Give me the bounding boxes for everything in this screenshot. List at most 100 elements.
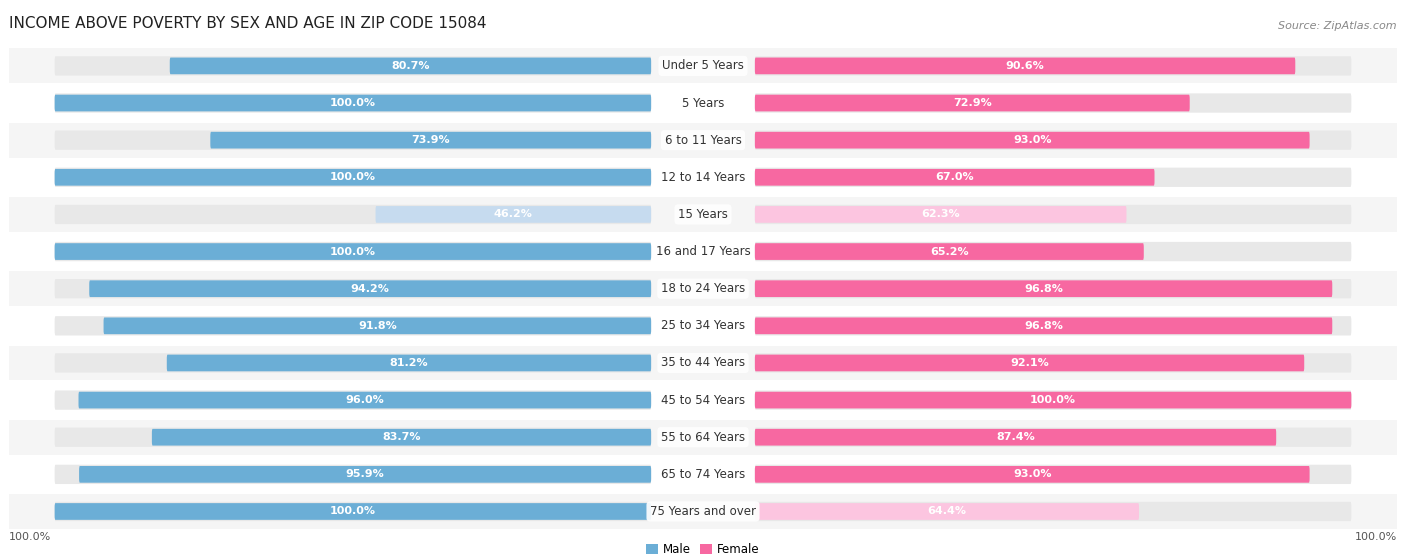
FancyBboxPatch shape	[755, 429, 1277, 446]
FancyBboxPatch shape	[755, 281, 1333, 297]
Bar	[10, 197, 1396, 232]
FancyBboxPatch shape	[170, 58, 651, 74]
FancyBboxPatch shape	[755, 354, 1305, 371]
FancyBboxPatch shape	[755, 243, 1143, 260]
Bar	[10, 420, 1396, 454]
Bar	[10, 271, 1396, 306]
FancyBboxPatch shape	[755, 503, 1139, 520]
FancyBboxPatch shape	[755, 390, 1351, 410]
Text: 6 to 11 Years: 6 to 11 Years	[665, 134, 741, 146]
FancyBboxPatch shape	[55, 242, 651, 261]
Text: 64.4%: 64.4%	[928, 506, 966, 517]
Bar	[10, 494, 1396, 529]
Text: 72.9%: 72.9%	[953, 98, 991, 108]
FancyBboxPatch shape	[211, 132, 651, 149]
Text: 93.0%: 93.0%	[1012, 470, 1052, 480]
FancyBboxPatch shape	[375, 206, 651, 223]
Text: 55 to 64 Years: 55 to 64 Years	[661, 431, 745, 444]
Text: 96.8%: 96.8%	[1024, 284, 1063, 293]
Text: 96.8%: 96.8%	[1024, 321, 1063, 331]
FancyBboxPatch shape	[55, 205, 651, 224]
FancyBboxPatch shape	[55, 169, 651, 186]
Text: 16 and 17 Years: 16 and 17 Years	[655, 245, 751, 258]
Text: 45 to 54 Years: 45 to 54 Years	[661, 394, 745, 406]
Text: 100.0%: 100.0%	[330, 98, 375, 108]
Text: 12 to 14 Years: 12 to 14 Years	[661, 171, 745, 184]
Bar	[10, 383, 1396, 418]
FancyBboxPatch shape	[755, 169, 1154, 186]
Bar	[10, 457, 1396, 492]
FancyBboxPatch shape	[755, 132, 1309, 149]
Text: 100.0%: 100.0%	[330, 247, 375, 257]
FancyBboxPatch shape	[755, 206, 1126, 223]
Text: 65.2%: 65.2%	[929, 247, 969, 257]
FancyBboxPatch shape	[755, 353, 1351, 373]
Text: 62.3%: 62.3%	[921, 210, 960, 220]
Text: INCOME ABOVE POVERTY BY SEX AND AGE IN ZIP CODE 15084: INCOME ABOVE POVERTY BY SEX AND AGE IN Z…	[10, 16, 486, 31]
Text: 100.0%: 100.0%	[330, 172, 375, 182]
Text: 18 to 24 Years: 18 to 24 Years	[661, 282, 745, 295]
FancyBboxPatch shape	[152, 429, 651, 446]
Text: 80.7%: 80.7%	[391, 61, 430, 71]
FancyBboxPatch shape	[755, 465, 1351, 484]
Text: 87.4%: 87.4%	[997, 432, 1035, 442]
Text: 100.0%: 100.0%	[330, 506, 375, 517]
Text: 25 to 34 Years: 25 to 34 Years	[661, 319, 745, 333]
FancyBboxPatch shape	[755, 56, 1351, 75]
Text: 91.8%: 91.8%	[359, 321, 396, 331]
FancyBboxPatch shape	[755, 168, 1351, 187]
Bar	[10, 345, 1396, 381]
Text: 65 to 74 Years: 65 to 74 Years	[661, 468, 745, 481]
Text: 46.2%: 46.2%	[494, 210, 533, 220]
FancyBboxPatch shape	[755, 392, 1351, 409]
FancyBboxPatch shape	[755, 318, 1333, 334]
FancyBboxPatch shape	[755, 466, 1309, 483]
FancyBboxPatch shape	[55, 243, 651, 260]
FancyBboxPatch shape	[55, 94, 651, 111]
FancyBboxPatch shape	[55, 56, 651, 75]
FancyBboxPatch shape	[755, 93, 1351, 113]
Text: Under 5 Years: Under 5 Years	[662, 59, 744, 73]
FancyBboxPatch shape	[167, 354, 651, 371]
Text: 73.9%: 73.9%	[412, 135, 450, 145]
Text: Source: ZipAtlas.com: Source: ZipAtlas.com	[1278, 21, 1396, 31]
FancyBboxPatch shape	[755, 242, 1351, 261]
Text: 35 to 44 Years: 35 to 44 Years	[661, 357, 745, 369]
Bar	[10, 160, 1396, 195]
Text: 94.2%: 94.2%	[350, 284, 389, 293]
Text: 93.0%: 93.0%	[1012, 135, 1052, 145]
FancyBboxPatch shape	[755, 279, 1351, 299]
FancyBboxPatch shape	[755, 94, 1189, 111]
FancyBboxPatch shape	[55, 279, 651, 299]
Text: 95.9%: 95.9%	[346, 470, 384, 480]
FancyBboxPatch shape	[55, 93, 651, 113]
FancyBboxPatch shape	[55, 390, 651, 410]
FancyBboxPatch shape	[55, 168, 651, 187]
Text: 96.0%: 96.0%	[346, 395, 384, 405]
FancyBboxPatch shape	[755, 205, 1351, 224]
Bar	[10, 123, 1396, 158]
FancyBboxPatch shape	[55, 130, 651, 150]
Text: 92.1%: 92.1%	[1010, 358, 1049, 368]
FancyBboxPatch shape	[755, 428, 1351, 447]
FancyBboxPatch shape	[755, 316, 1351, 335]
FancyBboxPatch shape	[755, 502, 1351, 521]
FancyBboxPatch shape	[55, 316, 651, 335]
FancyBboxPatch shape	[55, 502, 651, 521]
Text: 100.0%: 100.0%	[10, 532, 52, 542]
Text: 81.2%: 81.2%	[389, 358, 429, 368]
Text: 15 Years: 15 Years	[678, 208, 728, 221]
Bar	[10, 86, 1396, 121]
FancyBboxPatch shape	[55, 428, 651, 447]
Text: 5 Years: 5 Years	[682, 97, 724, 110]
Text: 90.6%: 90.6%	[1005, 61, 1045, 71]
Text: 100.0%: 100.0%	[1354, 532, 1396, 542]
Text: 67.0%: 67.0%	[935, 172, 974, 182]
FancyBboxPatch shape	[55, 465, 651, 484]
Bar	[10, 49, 1396, 83]
FancyBboxPatch shape	[104, 318, 651, 334]
FancyBboxPatch shape	[55, 353, 651, 373]
Legend: Male, Female: Male, Female	[641, 538, 765, 559]
Bar	[10, 234, 1396, 269]
Bar	[10, 309, 1396, 343]
